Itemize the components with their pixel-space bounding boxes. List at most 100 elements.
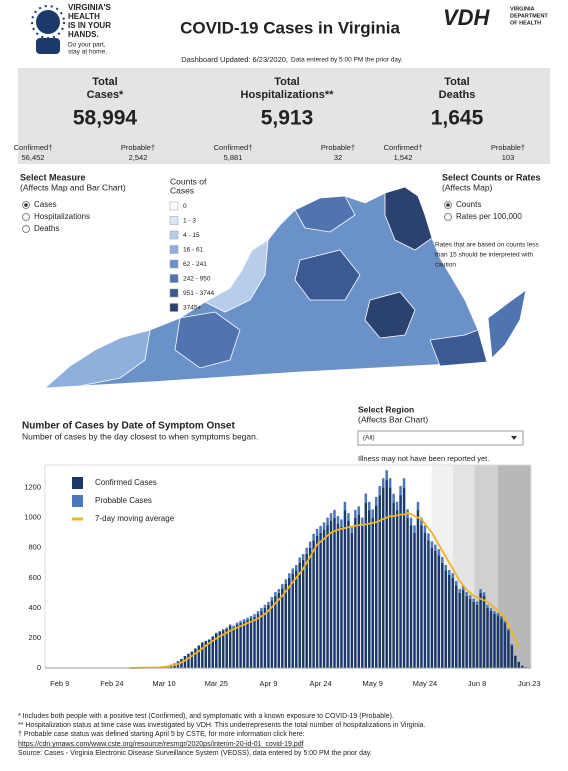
bar bbox=[263, 604, 267, 608]
x-tick-label: Mar 10 bbox=[152, 679, 175, 688]
legend-swatch bbox=[72, 477, 83, 489]
counts-options: Counts Rates per 100,000 bbox=[444, 200, 522, 221]
bar bbox=[277, 589, 281, 593]
x-tick-label: Apr 9 bbox=[259, 679, 277, 688]
bar bbox=[312, 533, 315, 541]
bar bbox=[228, 624, 232, 626]
bar bbox=[228, 625, 232, 668]
bar bbox=[329, 520, 333, 668]
footnote: † Probable case status was defined start… bbox=[18, 731, 305, 738]
bar bbox=[235, 624, 239, 668]
radio-button[interactable] bbox=[444, 213, 452, 221]
bar bbox=[249, 618, 253, 668]
bar bbox=[350, 532, 354, 668]
bar bbox=[381, 478, 385, 488]
radio-label[interactable]: Rates per 100,000 bbox=[456, 212, 522, 221]
radio-label[interactable]: Hospitalizations bbox=[34, 212, 90, 221]
logo-text: HEALTH bbox=[68, 12, 100, 21]
bar bbox=[482, 595, 486, 668]
bar bbox=[500, 618, 503, 668]
chart-subtitle: Number of cases by the day closest to wh… bbox=[22, 431, 258, 441]
legend-label: 4 - 15 bbox=[183, 232, 200, 239]
region-dropdown[interactable]: (All) bbox=[357, 430, 524, 446]
bar bbox=[416, 501, 420, 511]
map-region bbox=[429, 329, 488, 367]
radio-label[interactable]: Cases bbox=[34, 200, 57, 209]
bar bbox=[402, 478, 406, 488]
radio-dot[interactable] bbox=[24, 203, 28, 207]
radio-button[interactable] bbox=[22, 225, 30, 233]
bar bbox=[242, 619, 246, 622]
bar bbox=[368, 510, 371, 668]
footnote: ** Hospitalization status at time case w… bbox=[18, 722, 426, 729]
legend-swatch bbox=[72, 517, 83, 521]
bar bbox=[448, 569, 451, 575]
dropdown-arrow[interactable] bbox=[511, 436, 517, 440]
bar bbox=[274, 592, 277, 596]
bar bbox=[437, 555, 441, 668]
bar bbox=[479, 589, 482, 593]
bar bbox=[371, 509, 375, 518]
bar-chart: 0 200 400 600 800 1000 1200 Feb 9 Feb 24 Mar 10 Ma… bbox=[24, 464, 541, 688]
bar bbox=[319, 532, 322, 668]
bar bbox=[489, 608, 493, 611]
bar bbox=[214, 633, 218, 668]
dropdown-value[interactable]: (All) bbox=[363, 435, 375, 442]
bar bbox=[493, 611, 496, 614]
bar bbox=[461, 585, 465, 590]
bar bbox=[183, 655, 187, 668]
bar bbox=[472, 601, 475, 668]
radio-dot[interactable] bbox=[446, 203, 450, 207]
bar bbox=[340, 519, 343, 527]
bar bbox=[294, 564, 298, 571]
legend-label: 242 - 950 bbox=[183, 276, 211, 283]
bar bbox=[267, 604, 270, 668]
bar bbox=[284, 579, 288, 584]
bar bbox=[496, 612, 500, 616]
y-tick-label: 400 bbox=[28, 603, 41, 612]
bar bbox=[319, 525, 322, 533]
dropdown-box[interactable] bbox=[357, 430, 524, 446]
radio-button[interactable] bbox=[22, 213, 30, 221]
updated-note: Data entered by 5:00 PM the prior day. bbox=[291, 57, 403, 64]
bar bbox=[343, 510, 347, 668]
bar bbox=[399, 495, 402, 668]
kpi-breakdown-value: 5,881 bbox=[224, 153, 243, 162]
bar bbox=[489, 610, 493, 668]
bar bbox=[305, 553, 308, 668]
bar bbox=[378, 495, 381, 668]
bar bbox=[441, 562, 444, 668]
bar bbox=[395, 510, 399, 668]
bar bbox=[385, 480, 388, 668]
map-legend-title: Counts of bbox=[170, 176, 207, 186]
bar bbox=[340, 526, 343, 668]
bar bbox=[409, 525, 413, 668]
bar bbox=[235, 622, 239, 625]
x-tick-label: Jun 23 bbox=[518, 679, 541, 688]
average-line bbox=[129, 512, 520, 669]
bar bbox=[441, 557, 444, 563]
unreported-shading bbox=[497, 465, 531, 668]
legend-label: 16 - 61 bbox=[183, 247, 204, 254]
kpi-title: Deaths bbox=[439, 89, 476, 101]
radio-label[interactable]: Deaths bbox=[34, 224, 59, 233]
bar bbox=[270, 600, 274, 668]
y-tick-label: 0 bbox=[37, 663, 41, 672]
bar bbox=[274, 595, 277, 668]
bar bbox=[329, 513, 333, 521]
footnote-link[interactable]: https://cdn.ymaws.com/www.cste.org/resou… bbox=[18, 741, 304, 748]
bar bbox=[451, 573, 454, 578]
kpi-group: TotalCases*58,994Confirmed†56,452Probabl… bbox=[14, 76, 525, 162]
map-legend: 0 1 - 3 4 - 15 16 - 61 62 - 241 242 - 950 951 … bbox=[169, 201, 214, 312]
bar bbox=[256, 611, 260, 614]
radio-label[interactable]: Counts bbox=[456, 200, 481, 209]
bar bbox=[361, 525, 364, 668]
legend-label: 3745+ bbox=[183, 305, 201, 312]
bar bbox=[451, 577, 454, 668]
bar bbox=[437, 549, 441, 556]
bar bbox=[315, 528, 319, 536]
bar bbox=[284, 583, 288, 668]
y-tick-label: 1000 bbox=[24, 513, 41, 522]
bar bbox=[475, 601, 479, 605]
